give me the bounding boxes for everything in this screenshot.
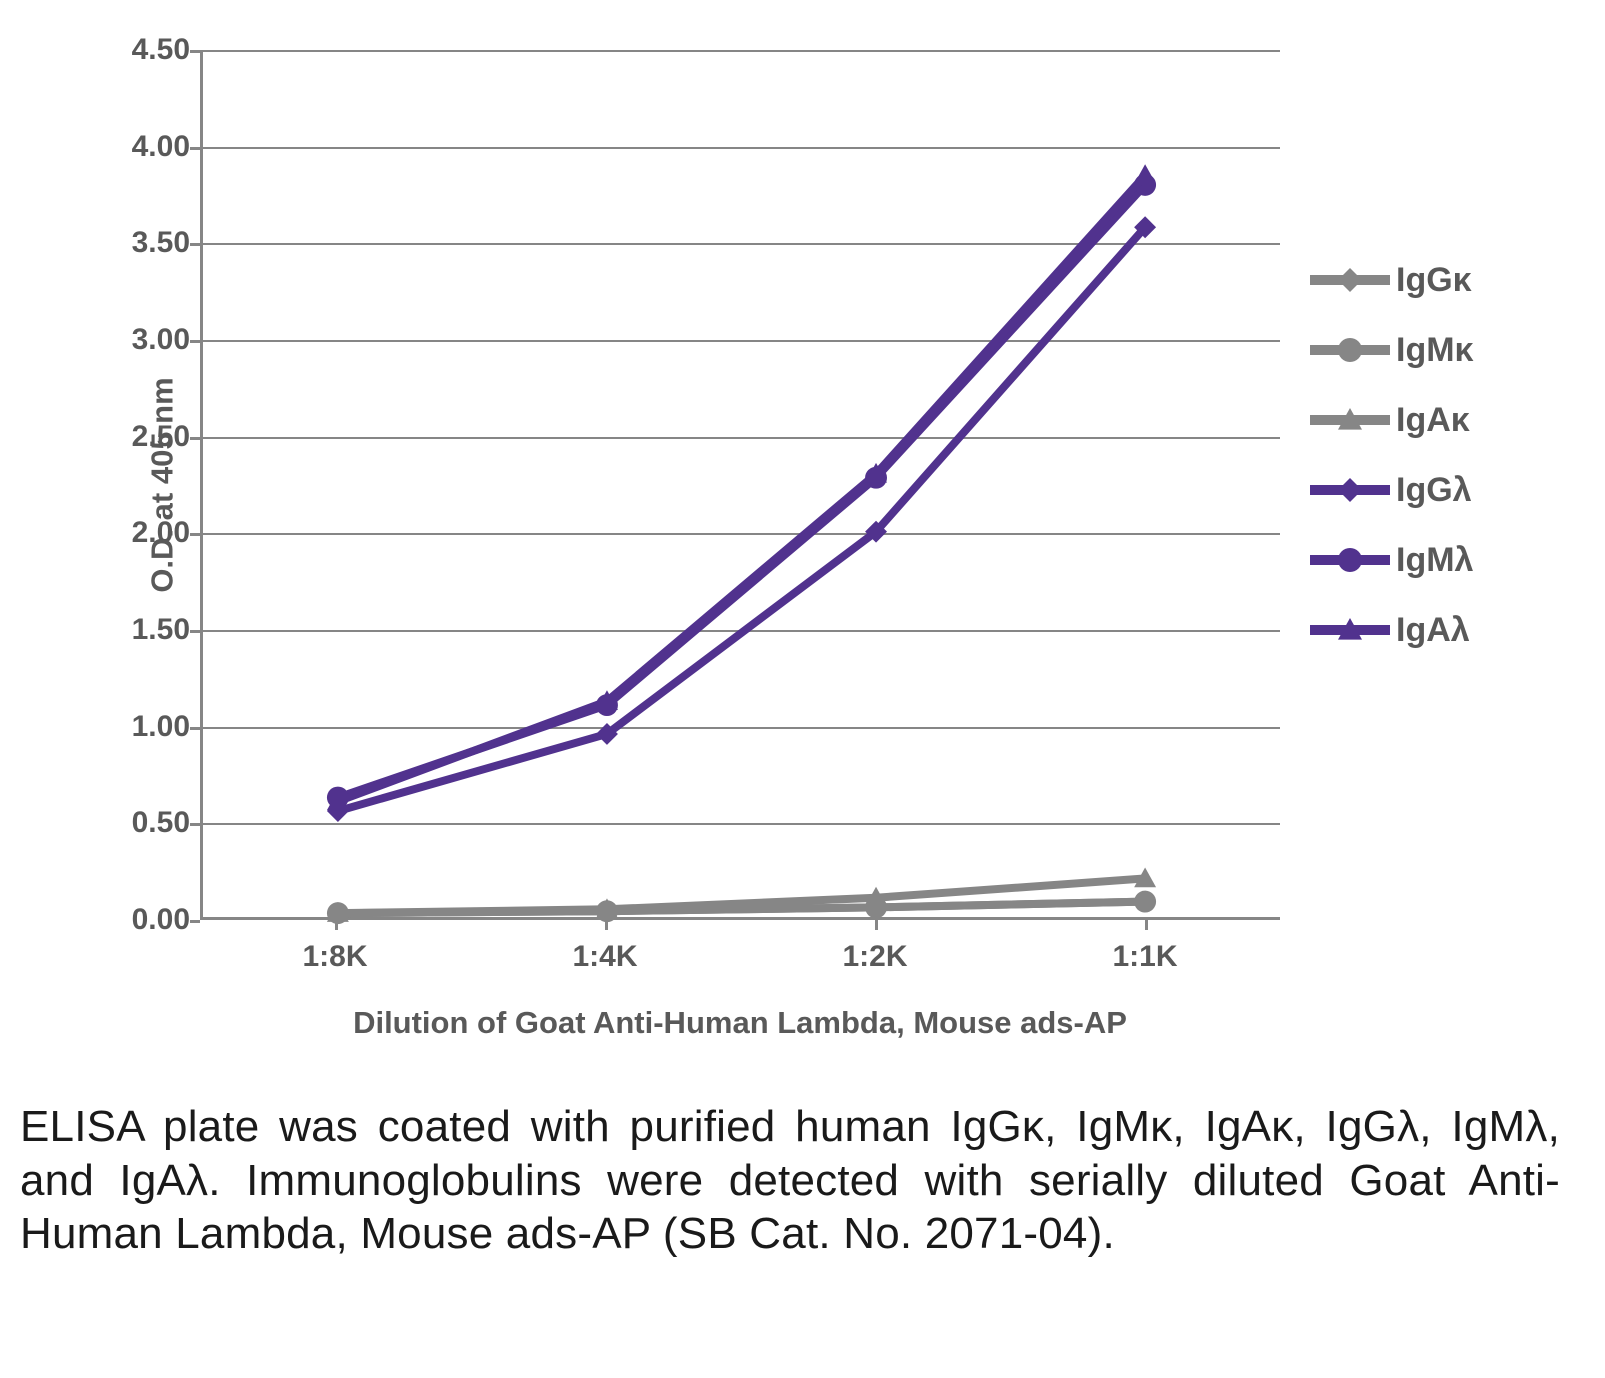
legend-item: IgAκ (1310, 400, 1474, 440)
legend-item: IgMκ (1310, 330, 1474, 370)
legend-item: IgMλ (1310, 540, 1474, 580)
legend-label: IgMλ (1396, 541, 1473, 580)
legend-swatch (1310, 345, 1390, 355)
y-tick-mark (190, 533, 200, 536)
y-tick-mark (190, 727, 200, 730)
data-marker (1338, 408, 1362, 430)
legend-label: IgAκ (1396, 401, 1470, 440)
legend: IgGκ IgMκ IgAκ IgGλ IgMλ IgAλ (1310, 260, 1474, 680)
x-tick-mark (1145, 920, 1148, 930)
caption-text: ELISA plate was coated with purified hum… (20, 1100, 1560, 1261)
data-marker (1338, 478, 1362, 502)
series-line (338, 185, 1145, 798)
y-tick-mark (190, 630, 200, 633)
legend-label: IgMκ (1396, 331, 1474, 370)
data-marker (1338, 548, 1362, 572)
y-tick-mark (190, 50, 200, 53)
x-axis-title: Dilution of Goat Anti-Human Lambda, Mous… (200, 1005, 1280, 1041)
y-tick-mark (190, 243, 200, 246)
y-tick-label: 4.50 (120, 33, 190, 67)
legend-item: IgAλ (1310, 610, 1474, 650)
x-tick-label: 1:8K (302, 940, 367, 974)
plot-area (200, 50, 1280, 920)
y-tick-mark (190, 920, 200, 923)
y-tick-mark (190, 340, 200, 343)
legend-swatch (1310, 625, 1390, 635)
data-marker (1134, 891, 1156, 913)
y-tick-label: 0.50 (120, 806, 190, 840)
data-marker (1134, 164, 1156, 184)
y-tick-label: 2.00 (120, 516, 190, 550)
legend-label: IgGλ (1396, 471, 1472, 510)
legend-swatch (1310, 275, 1390, 285)
legend-swatch (1310, 415, 1390, 425)
x-tick-label: 1:2K (842, 940, 907, 974)
y-axis-title: O.D. at 405 nm (145, 377, 181, 592)
legend-item: IgGλ (1310, 470, 1474, 510)
y-tick-mark (190, 437, 200, 440)
y-tick-label: 1.00 (120, 710, 190, 744)
legend-label: IgAλ (1396, 611, 1470, 650)
data-marker (1338, 268, 1362, 292)
data-marker (1338, 618, 1362, 640)
y-tick-label: 0.00 (120, 903, 190, 937)
y-tick-label: 3.50 (120, 226, 190, 260)
plot-svg (203, 50, 1280, 917)
legend-item: IgGκ (1310, 260, 1474, 300)
legend-swatch (1310, 555, 1390, 565)
y-tick-label: 1.50 (120, 613, 190, 647)
y-tick-mark (190, 823, 200, 826)
y-tick-label: 3.00 (120, 323, 190, 357)
legend-label: IgGκ (1396, 261, 1472, 300)
x-tick-mark (335, 920, 338, 930)
y-tick-label: 2.50 (120, 420, 190, 454)
x-tick-mark (875, 920, 878, 930)
x-tick-label: 1:4K (572, 940, 637, 974)
data-marker (1338, 338, 1362, 362)
elisa-line-chart: O.D. at 405 nm 0.00 0.50 1.00 1.50 2.00 2.50 3… (20, 20, 1585, 1080)
x-tick-mark (605, 920, 608, 930)
y-tick-label: 4.00 (120, 130, 190, 164)
x-tick-label: 1:1K (1112, 940, 1177, 974)
series-line (338, 175, 1145, 801)
legend-swatch (1310, 485, 1390, 495)
y-tick-mark (190, 147, 200, 150)
